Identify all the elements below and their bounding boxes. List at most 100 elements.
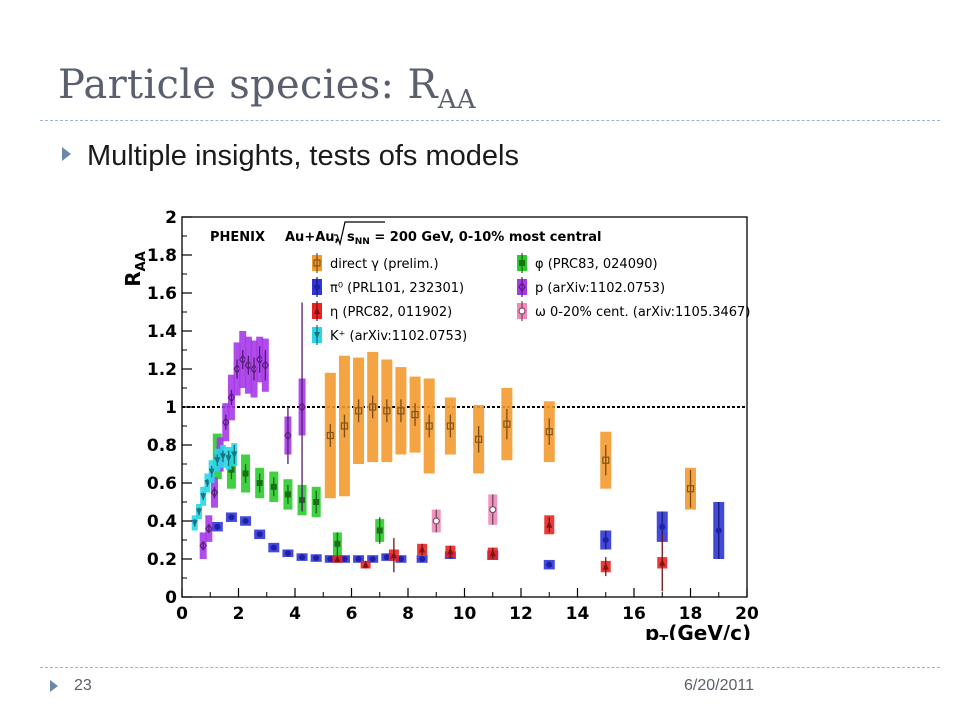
legend-item: φ (PRC83, 024090) xyxy=(517,253,658,273)
legend: direct γ (prelim.) φ (PRC83, 024090) π⁰ (P… xyxy=(312,253,750,345)
x-tick-label: 10 xyxy=(453,604,477,624)
data-point xyxy=(419,545,426,553)
page-number: 23 xyxy=(74,677,92,694)
data-point xyxy=(298,402,306,412)
data-point xyxy=(227,392,236,403)
data-point xyxy=(602,456,610,464)
x-tick-label: 8 xyxy=(402,604,414,624)
x-tick-label: 0 xyxy=(176,604,188,624)
x-tick-label: 14 xyxy=(566,604,590,624)
legend-label: π⁰ (PRL101, 232301) xyxy=(330,281,464,296)
data-point xyxy=(250,364,258,374)
data-point xyxy=(376,527,383,534)
data-point xyxy=(195,508,202,516)
legend-label: direct γ (prelim.) xyxy=(330,257,439,272)
y-tick-label: 2 xyxy=(165,208,177,228)
data-point xyxy=(219,453,226,461)
data-point xyxy=(602,537,609,543)
legend-marker xyxy=(313,259,321,267)
data-point xyxy=(208,468,215,476)
legend-marker xyxy=(314,332,320,339)
data-point xyxy=(369,556,376,562)
data-point xyxy=(475,435,483,443)
data-point xyxy=(334,540,341,547)
data-point xyxy=(446,422,454,430)
y-tick-label: 0.4 xyxy=(147,512,177,532)
data-point xyxy=(419,556,426,562)
legend-item: ω 0-20% cent. (arXiv:1105.3467) xyxy=(517,301,750,321)
title-main: Particle species: R xyxy=(58,62,438,108)
data-point xyxy=(244,360,253,371)
footer-triangle-icon xyxy=(50,680,58,692)
footer-divider xyxy=(40,667,940,668)
data-point xyxy=(205,523,213,534)
data-point xyxy=(242,518,249,524)
x-tick-label: 6 xyxy=(346,604,358,624)
y-axis-label: RAA xyxy=(121,251,149,287)
legend-marker xyxy=(314,307,320,314)
series-0 xyxy=(324,351,696,510)
data-point xyxy=(284,430,292,441)
data-point xyxy=(233,364,241,374)
header-energy: sNN = 200 GeV, 0-10% most central xyxy=(347,230,601,247)
x-tick-label: 16 xyxy=(622,604,646,624)
data-point xyxy=(200,493,207,501)
data-point xyxy=(432,517,440,525)
data-point xyxy=(284,550,291,557)
data-point xyxy=(256,480,263,486)
series-4 xyxy=(332,515,668,592)
sqrt-symbol xyxy=(334,221,385,247)
legend-label: φ (PRC83, 024090) xyxy=(535,257,658,272)
data-point xyxy=(390,551,397,559)
data-point xyxy=(397,556,404,562)
y-tick-label: 1.2 xyxy=(147,360,177,380)
legend-item: π⁰ (PRL101, 232301) xyxy=(312,277,464,297)
data-point xyxy=(261,360,270,371)
legend-marker xyxy=(314,284,320,290)
data-point xyxy=(383,407,391,415)
data-point xyxy=(270,483,277,490)
legend-label: p (arXiv:1102.0753) xyxy=(535,281,665,296)
title-subscript: AA xyxy=(437,85,476,115)
data-point xyxy=(659,523,666,530)
data-point xyxy=(355,556,362,562)
data-point xyxy=(362,560,369,568)
data-point xyxy=(284,491,291,498)
data-point xyxy=(214,457,221,465)
data-point xyxy=(545,428,553,436)
data-point xyxy=(602,562,609,570)
raa-chart: 0 2 4 6 8 10 12 14 16 18 20 0 0.2 0.4 0.6 0.8 1 1.2 1.4 1.6… xyxy=(121,208,759,640)
x-axis-label: pT(GeV/c) xyxy=(645,621,751,640)
data-point xyxy=(231,451,238,459)
data-point xyxy=(299,554,306,561)
data-point xyxy=(489,549,496,557)
y-tick-label: 1.4 xyxy=(147,322,177,342)
legend-item: direct γ (prelim.) xyxy=(312,253,439,273)
x-tick-label: 18 xyxy=(679,604,703,624)
data-point xyxy=(222,417,230,428)
data-point xyxy=(369,403,377,411)
series-2 xyxy=(211,502,725,570)
legend-marker xyxy=(519,260,525,266)
slide-date: 6/20/2011 xyxy=(684,677,754,694)
data-point xyxy=(326,431,334,440)
x-tick-label: 20 xyxy=(735,604,759,624)
x-tick-label: 4 xyxy=(289,604,301,624)
x-tick-label: 2 xyxy=(233,604,245,624)
legend-label: ω 0-20% cent. (arXiv:1105.3467) xyxy=(535,305,750,320)
bullet-triangle-icon xyxy=(62,147,71,161)
series-5 xyxy=(431,494,498,533)
data-point xyxy=(383,554,390,561)
data-point xyxy=(238,354,247,365)
data-point xyxy=(199,540,207,551)
data-point xyxy=(340,422,349,430)
header-experiment: PHENIX xyxy=(210,230,265,245)
data-point xyxy=(503,420,511,428)
data-point xyxy=(214,523,221,530)
data-point xyxy=(270,544,277,551)
y-tick-label: 1 xyxy=(165,398,177,418)
data-point xyxy=(255,354,264,365)
data-point xyxy=(546,561,553,568)
legend-label: η (PRC82, 011902) xyxy=(330,305,452,320)
legend-item: K⁺ (arXiv:1102.0753) xyxy=(312,325,467,345)
